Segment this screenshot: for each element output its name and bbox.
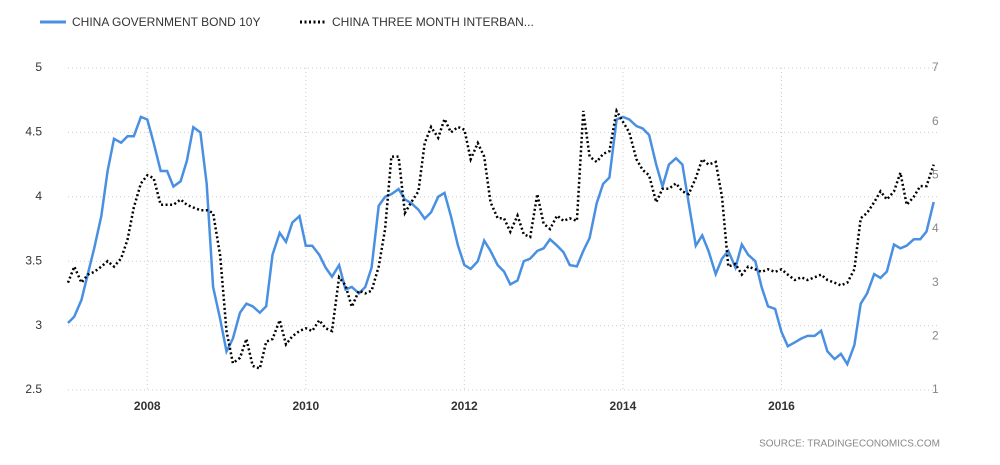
y2-tick-label: 4	[932, 221, 939, 235]
y2-tick-label: 5	[932, 168, 939, 182]
y2-tick-label: 6	[932, 114, 939, 128]
y-tick-label: 3	[35, 318, 42, 332]
source: SOURCE: TRADINGECONOMICS.COM	[759, 439, 940, 450]
legend-label: CHINA GOVERNMENT BOND 10Y	[72, 15, 260, 29]
y2-tick-label: 2	[932, 329, 939, 343]
x-tick-label: 2008	[134, 399, 161, 413]
series-line	[67, 115, 935, 368]
y-tick-label: 3.5	[25, 253, 42, 267]
y2-tick-label: 1	[932, 382, 939, 396]
x-tick-label: 2012	[451, 399, 478, 413]
series-line	[66, 107, 935, 371]
legend-label: CHINA THREE MONTH INTERBAN...	[332, 15, 534, 29]
y2-tick-label: 7	[932, 60, 939, 74]
x-tick-label: 2014	[610, 399, 637, 413]
y-tick-label: 4.5	[25, 125, 42, 139]
y-tick-label: 2.5	[25, 382, 42, 396]
x-tick-label: 2010	[292, 399, 319, 413]
y-tick-label: 4	[35, 189, 42, 203]
y2-tick-label: 3	[932, 275, 939, 289]
y-tick-label: 5	[35, 60, 42, 74]
x-tick-label: 2016	[768, 399, 795, 413]
